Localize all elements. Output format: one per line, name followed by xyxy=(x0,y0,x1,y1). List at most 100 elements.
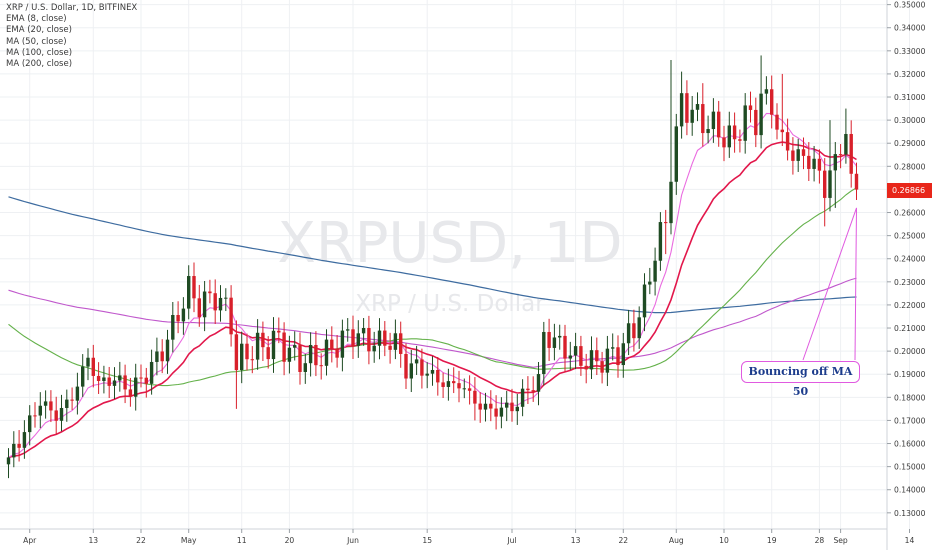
candle-body xyxy=(28,415,32,433)
candle-body xyxy=(738,139,742,141)
candle-body xyxy=(139,377,143,379)
candle-body xyxy=(573,346,578,356)
candle-body xyxy=(717,111,721,138)
candle-body xyxy=(478,403,482,410)
candle-body xyxy=(250,359,254,361)
candle-body xyxy=(96,375,101,381)
candle-body xyxy=(240,343,244,371)
candle-body xyxy=(65,399,69,408)
price-tick-label: 0.28000 xyxy=(894,162,926,171)
candle-body xyxy=(33,415,37,417)
candle-body xyxy=(271,330,276,360)
candle-body xyxy=(255,332,260,360)
candle-body xyxy=(547,331,551,348)
candle-body xyxy=(91,357,95,376)
last-price-badge: 0.26866 xyxy=(887,183,932,198)
chart-legend: XRP / U.S. Dollar, 1D, BITFINEX EMA (8, … xyxy=(6,3,137,70)
candle-body xyxy=(218,297,223,311)
price-tick-label: 0.14000 xyxy=(894,486,926,495)
candle-body xyxy=(695,104,700,110)
candle-body xyxy=(324,339,329,366)
legend-ema8[interactable]: EMA (8, close) xyxy=(6,14,67,25)
price-tick-label: 0.33000 xyxy=(894,47,926,56)
candle-body xyxy=(483,403,488,410)
candle-body xyxy=(383,330,387,346)
candle-body xyxy=(823,170,827,198)
candle-body xyxy=(377,330,382,346)
candle-body xyxy=(748,105,753,110)
candle-body xyxy=(616,347,620,366)
annotation-callout[interactable]: Bouncing off MA 50 xyxy=(741,361,860,398)
time-tick-label: 11 xyxy=(237,536,247,545)
time-tick-label: 22 xyxy=(136,536,146,545)
candle-body xyxy=(393,333,398,350)
candle-body xyxy=(388,345,392,350)
candle-body xyxy=(319,365,323,367)
candle-body xyxy=(102,377,106,381)
candle-body xyxy=(732,125,737,140)
legend-ema20[interactable]: EMA (20, close) xyxy=(6,25,72,36)
ma-line-ma100 xyxy=(8,277,857,368)
candle-body xyxy=(706,129,710,134)
candle-body xyxy=(796,149,800,161)
candle-body xyxy=(833,154,837,171)
annotation-arrow xyxy=(802,207,857,361)
price-tick-label: 0.19000 xyxy=(894,370,926,379)
candle-body xyxy=(160,351,164,362)
candle-body xyxy=(611,347,615,349)
candle-body xyxy=(372,345,376,352)
candle-body xyxy=(134,377,138,397)
price-tick-label: 0.24000 xyxy=(894,255,926,264)
candle-body xyxy=(197,298,201,318)
candle-body xyxy=(669,181,673,224)
time-tick-label: May xyxy=(181,536,197,545)
candle-body xyxy=(277,330,281,333)
price-tick-label: 0.13000 xyxy=(894,509,926,518)
candle-body xyxy=(208,291,212,294)
candle-body xyxy=(176,315,180,322)
candle-body xyxy=(785,132,790,151)
candle-body xyxy=(531,390,535,392)
candle-body xyxy=(414,359,419,364)
legend-ma100[interactable]: MA (100, close) xyxy=(6,47,73,58)
candle-body xyxy=(637,317,641,339)
price-tick-label: 0.34000 xyxy=(894,24,926,33)
candle-body xyxy=(245,343,249,360)
price-tick-label: 0.32000 xyxy=(894,70,926,79)
candle-body xyxy=(17,443,21,448)
candle-body xyxy=(149,361,154,384)
candle-body xyxy=(642,284,647,318)
candle-body xyxy=(515,406,519,412)
legend-ma50[interactable]: MA (50, close) xyxy=(6,36,67,47)
price-tick-label: 0.35000 xyxy=(894,1,926,10)
candle-body xyxy=(467,388,472,391)
candle-body xyxy=(838,154,843,156)
symbol-title: XRP / U.S. Dollar, 1D, BITFINEX xyxy=(6,3,138,13)
time-tick-label: 20 xyxy=(285,536,295,545)
candle-body xyxy=(118,375,122,381)
candle-body xyxy=(722,137,726,148)
candle-body xyxy=(854,173,859,190)
candle-body xyxy=(171,315,175,340)
candle-body xyxy=(828,170,832,198)
candle-body xyxy=(579,346,583,366)
candle-body xyxy=(12,443,16,458)
candle-body xyxy=(86,357,90,367)
legend-ma200[interactable]: MA (200, close) xyxy=(6,59,73,70)
candle-body xyxy=(155,351,159,362)
candle-body xyxy=(266,347,270,360)
candle-body xyxy=(754,109,758,136)
price-tick-label: 0.18000 xyxy=(894,393,926,402)
candle-body xyxy=(261,332,265,348)
candle-body xyxy=(187,276,191,309)
candle-body xyxy=(70,399,74,401)
candle-body xyxy=(764,89,769,94)
time-tick-label: 14 xyxy=(905,536,915,545)
candle-body xyxy=(584,365,588,370)
candle-body xyxy=(473,390,477,404)
ma-line-ema20 xyxy=(8,141,857,459)
candle-body xyxy=(430,369,435,374)
candle-body xyxy=(536,374,541,392)
